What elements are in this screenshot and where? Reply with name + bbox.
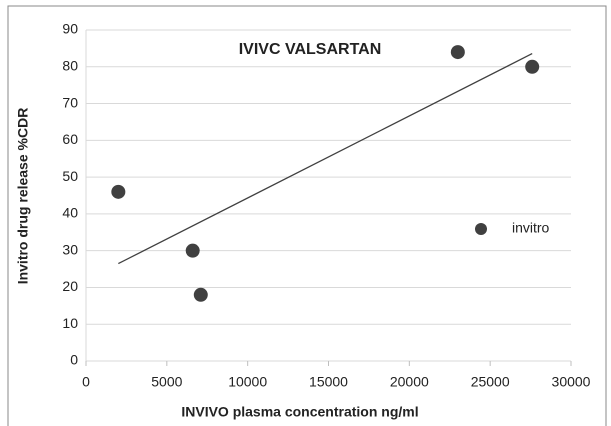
point	[185, 243, 200, 258]
y-tick-label: 0	[70, 352, 78, 368]
y-tick-label: 80	[62, 57, 78, 73]
x-tick-label: 25000	[471, 374, 510, 390]
y-tick-label: 60	[62, 131, 78, 147]
point	[193, 287, 208, 302]
legend-marker	[475, 223, 487, 235]
y-tick-label: 30	[62, 241, 78, 257]
y-tick-label: 20	[62, 278, 78, 294]
x-tick-label: 20000	[390, 374, 429, 390]
x-tick-label: 5000	[151, 374, 182, 390]
x-tick-label: 30000	[552, 374, 591, 390]
point	[111, 184, 126, 199]
y-tick-label: 50	[62, 168, 78, 184]
legend-label: invitro	[512, 220, 550, 236]
x-tick-label: 10000	[228, 374, 267, 390]
x-axis-label: INVIVO plasma concentration ng/ml	[181, 404, 418, 420]
point	[450, 45, 465, 60]
point	[525, 59, 540, 74]
chart-title: IVIVC VALSARTAN	[239, 41, 382, 58]
y-tick-label: 10	[62, 315, 78, 331]
x-tick-label: 0	[82, 374, 90, 390]
y-axis-label: Invitro drug release %CDR	[15, 108, 31, 285]
trendline	[118, 53, 533, 265]
y-tick-label: 90	[62, 21, 78, 37]
chart-border	[7, 5, 607, 426]
x-tick-label: 15000	[309, 374, 348, 390]
y-tick-label: 40	[62, 205, 78, 221]
y-tick-label: 70	[62, 94, 78, 110]
